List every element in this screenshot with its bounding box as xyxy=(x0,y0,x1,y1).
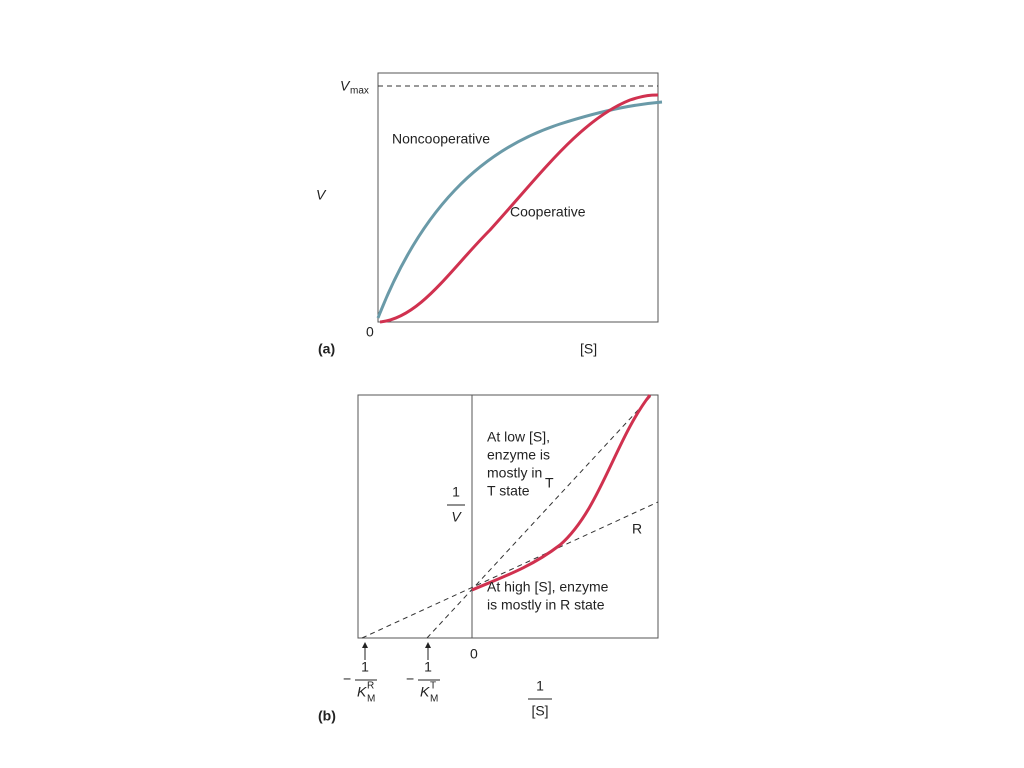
intercept-numerator: 1 xyxy=(424,659,432,675)
intercept-symbol: K xyxy=(420,684,430,700)
r-line xyxy=(361,501,659,639)
intercept-subscript: M xyxy=(430,694,438,705)
intercept-numerator: 1 xyxy=(361,659,369,675)
intercept-superscript: T xyxy=(430,681,436,692)
cooperative-curve xyxy=(379,93,659,324)
high-note-line: At high [S], enzyme xyxy=(487,579,609,595)
low-note-line: mostly in xyxy=(487,465,542,481)
intercept-minus: − xyxy=(406,671,414,687)
noncooperative-curve xyxy=(376,100,663,319)
plot-frame xyxy=(357,394,659,639)
x-label-numerator: 1 xyxy=(536,678,544,694)
cooperative-curve xyxy=(471,394,652,592)
intercept-minus: − xyxy=(343,671,351,687)
low-note-line: T state xyxy=(487,483,530,499)
intercept-superscript: R xyxy=(367,681,374,692)
panel-label: (b) xyxy=(318,708,336,724)
low-note-line: At low [S], xyxy=(487,429,550,445)
plot-frame xyxy=(377,72,659,323)
intercept-symbol: K xyxy=(357,684,367,700)
origin-label: 0 xyxy=(470,646,478,662)
origin-label: 0 xyxy=(366,324,374,340)
curve-label: Noncooperative xyxy=(392,131,490,147)
y-axis-label: V xyxy=(316,187,327,203)
t-line xyxy=(426,394,653,639)
x-axis-label: [S] xyxy=(580,341,597,357)
high-note-line: is mostly in R state xyxy=(487,597,605,613)
line-label: T xyxy=(545,475,554,491)
panel-label: (a) xyxy=(318,341,335,357)
curve-label: Cooperative xyxy=(510,204,586,220)
arrow-head xyxy=(425,642,431,648)
line-label: R xyxy=(632,521,642,537)
y-label-numerator: 1 xyxy=(452,484,460,500)
vmax-subscript: max xyxy=(350,86,369,97)
y-label-denominator: V xyxy=(451,509,462,525)
vmax-symbol: V xyxy=(340,78,351,94)
intercept-subscript: M xyxy=(367,694,375,705)
x-label-denominator: [S] xyxy=(531,703,548,719)
low-note-line: enzyme is xyxy=(487,447,550,463)
arrow-head xyxy=(362,642,368,648)
